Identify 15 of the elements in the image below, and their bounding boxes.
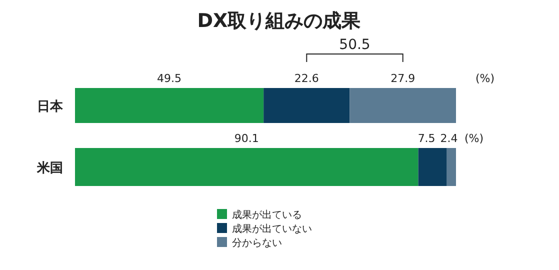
data-label: 27.9 xyxy=(390,72,416,85)
text: (%) xyxy=(464,132,484,145)
text: (%) xyxy=(475,72,495,85)
legend-label: 分からない xyxy=(232,237,282,249)
data-label: 7.5 xyxy=(418,132,436,145)
chart-title: DX取り組みの成果 xyxy=(197,10,362,32)
legend-label: 成果が出ている xyxy=(232,209,302,221)
y-tick-label: 日本 xyxy=(37,100,64,114)
legend-label: 成果が出ていない xyxy=(232,223,312,235)
data-label: 2.4 xyxy=(440,132,458,145)
data-label: 49.5 xyxy=(157,72,182,85)
y-tick-label: 米国 xyxy=(36,161,63,176)
data-label: 22.6 xyxy=(294,72,319,85)
text: 50.5 xyxy=(339,37,370,53)
data-label: 90.1 xyxy=(234,132,259,145)
